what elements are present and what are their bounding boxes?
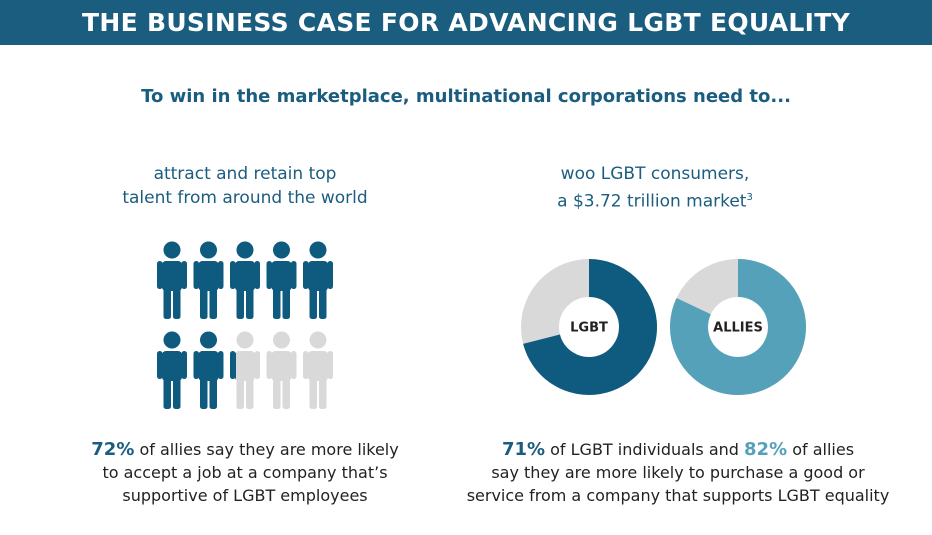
donut-segment	[523, 259, 657, 395]
person-icon-filled	[303, 241, 333, 319]
caption-line: service from a company that supports LGB…	[466, 486, 890, 505]
person-icon-filled	[193, 331, 224, 409]
stat-label: 71%	[501, 439, 546, 460]
person-icon-filled	[157, 241, 187, 319]
left-heading: attract and retain top talent from aroun…	[65, 162, 425, 210]
subtitle: To win in the marketplace, multinational…	[141, 86, 791, 107]
left-caption: 72% of allies say they are more likely t…	[15, 438, 475, 507]
stat-label: 72%	[91, 439, 135, 460]
person-icon-filled	[266, 241, 297, 319]
caption-line: to accept a job at a company that’s	[102, 463, 388, 482]
caption-text: of allies say they are more likely	[134, 440, 399, 459]
person-icon-empty	[303, 331, 333, 409]
right-caption: 71% of LGBT individuals and 82% of allie…	[448, 438, 908, 507]
person-icon-empty	[266, 331, 297, 409]
donut-label: ALLIES	[713, 321, 763, 336]
heading-line: talent from around the world	[122, 188, 368, 208]
donut-segment	[670, 259, 806, 395]
donut-label: LGBT	[570, 321, 608, 336]
caption-line: say they are more likely to purchase a g…	[491, 463, 865, 482]
person-icon-filled	[230, 241, 260, 319]
heading-line: a $3.72 trillion market3	[475, 186, 835, 214]
heading-text: a $3.72 trillion market	[557, 191, 747, 212]
person-icon-filled	[230, 351, 236, 380]
caption-text: of LGBT individuals and	[545, 440, 745, 459]
caption-text: of allies	[787, 440, 855, 459]
caption-line: supportive of LGBT employees	[122, 486, 368, 505]
stat-label: 82%	[744, 439, 788, 460]
person-icon-filled	[193, 241, 224, 319]
heading-line: woo LGBT consumers,	[560, 164, 750, 184]
caption-line: 71% of LGBT individuals and 82% of allie…	[448, 438, 908, 461]
heading-line: attract and retain top	[153, 164, 337, 184]
right-heading: woo LGBT consumers, a $3.72 trillion mar…	[475, 162, 835, 214]
caption-line: 72% of allies say they are more likely	[15, 438, 475, 461]
header-title: THE BUSINESS CASE FOR ADVANCING LGBT EQU…	[0, 0, 932, 45]
footnote: 3	[746, 192, 753, 203]
person-icon-filled	[157, 331, 187, 409]
